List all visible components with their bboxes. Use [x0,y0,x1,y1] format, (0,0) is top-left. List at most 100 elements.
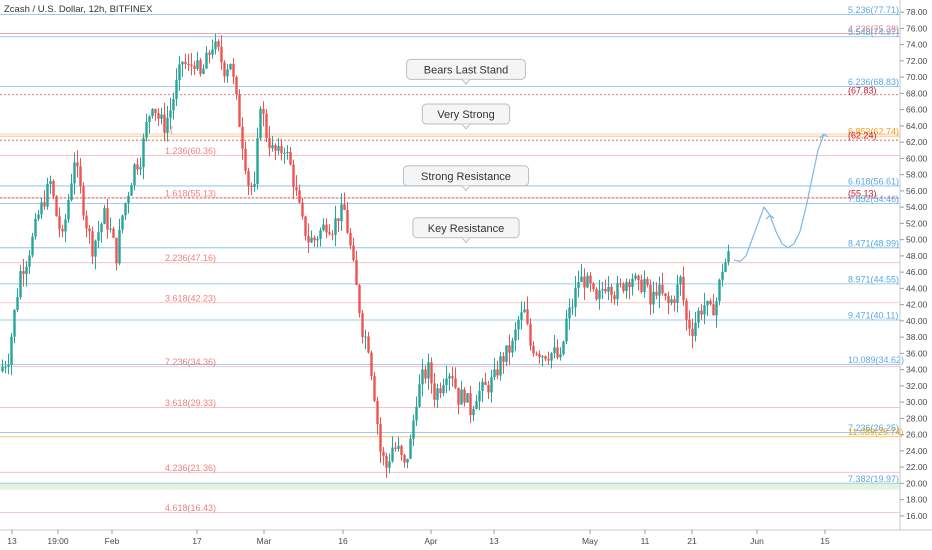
fib-label: 1.618(55.13) [165,188,216,198]
candle-body [694,322,697,337]
candle-body [637,275,640,280]
candle-body [610,286,613,296]
candle-body [706,300,709,306]
fib-label: 10.089(34.62) [848,355,904,365]
candle-body [619,283,622,285]
candle-body [616,283,619,300]
candle-body [658,284,661,296]
candle-body [724,262,727,272]
candle-body [442,385,445,394]
candle-body [355,260,358,286]
y-tick-label: 16.00 [906,511,928,521]
candle-body [466,393,469,403]
candle-body [106,208,109,230]
candle-body [301,202,304,217]
candle-body [238,94,241,127]
candle-body [154,108,157,114]
candle-body [568,307,571,319]
candle-body [397,445,400,449]
candle-body [721,271,724,280]
y-tick-label: 78.00 [906,7,928,17]
candle-body [553,347,556,354]
candle-body [643,278,646,293]
candle-body [328,232,331,235]
candle-body [439,388,442,394]
candle-body [577,282,580,288]
candle-body [109,228,112,230]
candle-body [376,400,379,425]
candle-body [187,63,190,65]
projection-arrow [819,133,829,139]
fibonacci-levels: 1(1.236(60.36) 1.618(55.13) 2.236(47.16) 3.… [0,5,904,513]
y-tick-label: 70.00 [906,72,928,82]
candle-body [703,305,706,315]
candle-body [271,145,274,149]
candle-body [214,41,217,50]
candle-body [49,180,52,185]
candle-body [478,390,481,402]
candle-body [661,284,664,294]
candle-body [268,138,271,149]
candle-body [346,209,349,233]
candle-body [34,218,37,237]
candle-body [652,291,655,305]
candle-body [709,300,712,305]
x-tick-label: 16 [338,536,348,546]
candle-body [100,223,103,233]
candle-body [634,275,637,279]
candle-body [511,340,514,353]
projection-path [733,133,829,263]
y-tick-label: 66.00 [906,105,928,115]
candle-body [211,49,214,55]
candle-body [502,356,505,362]
candle-body [670,299,673,304]
candle-body [178,64,181,81]
candle-body [163,114,166,133]
candle-body [259,108,262,139]
candle-body [622,283,625,292]
candle-body [574,287,577,308]
candle-body [415,406,418,421]
candle-body [88,228,91,232]
candle-body [493,369,496,378]
fib-label: 9.471(40.11) [848,310,898,320]
candle-body [148,116,151,122]
x-tick-label: 19:00 [47,536,69,546]
candle-body [379,424,382,452]
candle-body [91,231,94,257]
candle-body [352,245,355,261]
candle-body [481,381,484,391]
callout-label: Strong Resistance [421,171,511,183]
fib-label: 2.236(47.16) [165,253,216,263]
candle-body [700,310,703,315]
candle-body [4,366,7,368]
candle-body [64,219,67,232]
candle-body [592,283,595,290]
fib-label: 6.236(68.83) [848,77,899,87]
candle-body [490,377,493,393]
x-tick-label: 13 [489,536,499,546]
candle-body [673,299,676,303]
candle-body [145,121,148,138]
candle-body [73,162,76,184]
candle-body [280,146,283,154]
candle-body [565,318,568,342]
fib-label: (62.24) [848,131,877,141]
candle-body [358,285,361,314]
candle-body [202,68,205,74]
candle-body [343,204,346,210]
candle-body [559,354,562,358]
x-tick-label: 21 [687,536,697,546]
candle-body [589,275,592,284]
candle-body [538,353,541,358]
candle-body [7,364,10,367]
candle-body [514,329,517,341]
candle-body [112,228,115,238]
y-tick-label: 40.00 [906,316,928,326]
candle-body [349,232,352,246]
y-tick-label: 68.00 [906,88,928,98]
candle-body [103,208,106,224]
candle-body [463,389,466,403]
candle-body [394,447,397,449]
